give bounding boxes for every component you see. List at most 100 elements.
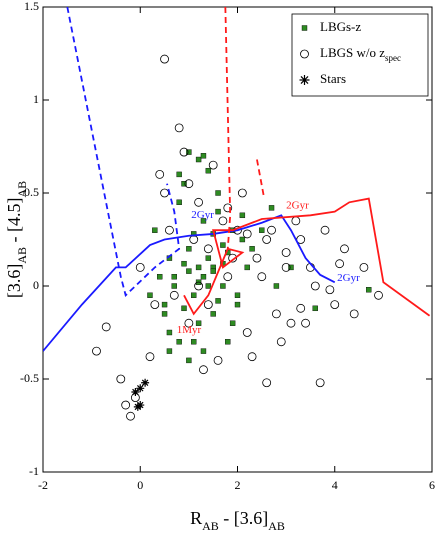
point (145, 352, 155, 362)
legend-label-main: LBGS w/o z (320, 45, 385, 60)
legend-entry: LBGS w/o zspec (300, 45, 401, 63)
point (205, 255, 212, 261)
y-tick-label: 0 (33, 278, 39, 292)
point (200, 153, 207, 159)
annotation: 1Myr (177, 324, 202, 336)
point (186, 246, 192, 252)
point (213, 355, 223, 365)
point (296, 303, 306, 313)
point (215, 298, 221, 304)
point (186, 357, 192, 364)
point (273, 283, 280, 289)
point (320, 225, 330, 235)
point (205, 283, 212, 289)
point (257, 272, 267, 282)
point (161, 311, 168, 317)
point (194, 281, 204, 291)
point (160, 188, 169, 198)
x-tick-label: 4 (332, 478, 338, 492)
point (234, 301, 241, 308)
point (239, 212, 246, 219)
point (312, 305, 318, 312)
point (218, 216, 228, 226)
point (141, 378, 150, 387)
point (181, 305, 187, 312)
point (200, 274, 207, 280)
point (210, 311, 216, 317)
point (179, 147, 189, 157)
point (310, 281, 320, 291)
point (268, 205, 275, 211)
point (181, 260, 187, 267)
point (195, 264, 202, 271)
annotation: 2Gyr (191, 209, 214, 221)
point (199, 365, 208, 375)
point (330, 300, 340, 310)
point (147, 292, 153, 298)
point (242, 229, 252, 239)
point (133, 402, 142, 411)
point (101, 322, 111, 332)
point (169, 290, 179, 300)
point (223, 272, 233, 282)
x-axis-label-part: - [3.6] (219, 508, 268, 528)
point (195, 156, 202, 163)
point (262, 378, 272, 388)
point (208, 160, 218, 170)
point (186, 149, 192, 155)
point (325, 285, 335, 295)
point (271, 309, 281, 319)
y-axis-label-part: AB (15, 247, 29, 264)
point (174, 123, 184, 133)
y-axis-label-part: AB (15, 181, 29, 198)
point (349, 309, 359, 319)
point (176, 199, 182, 206)
legend-label-sub: spec (385, 53, 401, 63)
point (205, 167, 212, 174)
y-axis-label: [3.6]AB - [4.5]AB (4, 181, 29, 298)
point (215, 190, 221, 196)
point (184, 179, 194, 189)
point (220, 242, 226, 248)
point (288, 264, 294, 271)
point (200, 218, 207, 224)
point (150, 300, 160, 310)
point (156, 274, 163, 280)
point (184, 318, 194, 328)
point (247, 352, 257, 362)
point (276, 337, 286, 347)
y-tick-label: 0.5 (24, 185, 39, 199)
legend-marker (301, 25, 308, 31)
point (335, 259, 345, 269)
point (186, 268, 192, 274)
point (210, 268, 216, 274)
x-tick-label: 6 (429, 478, 435, 492)
point (136, 384, 145, 393)
legend-marker (299, 75, 310, 85)
point (228, 253, 238, 263)
point (135, 262, 145, 272)
point (262, 235, 272, 244)
point (301, 318, 310, 328)
legend-entry: LBGs-z (301, 19, 361, 34)
model-track (224, 7, 232, 249)
point (161, 301, 168, 308)
point (191, 292, 197, 298)
point (286, 318, 296, 328)
y-tick-label: 1 (33, 92, 39, 106)
y-axis-label-part: [3.6] (4, 264, 24, 299)
legend-box (291, 13, 429, 97)
point (191, 231, 197, 237)
point (131, 388, 140, 397)
point (165, 225, 174, 235)
y-tick-label: 1.5 (24, 0, 39, 13)
point (215, 208, 221, 215)
point (92, 346, 101, 356)
y-axis-label-part: - [4.5] (4, 198, 24, 247)
point (291, 216, 301, 226)
point (200, 348, 207, 354)
model-track (183, 197, 431, 317)
point (237, 188, 247, 198)
point (195, 320, 202, 326)
